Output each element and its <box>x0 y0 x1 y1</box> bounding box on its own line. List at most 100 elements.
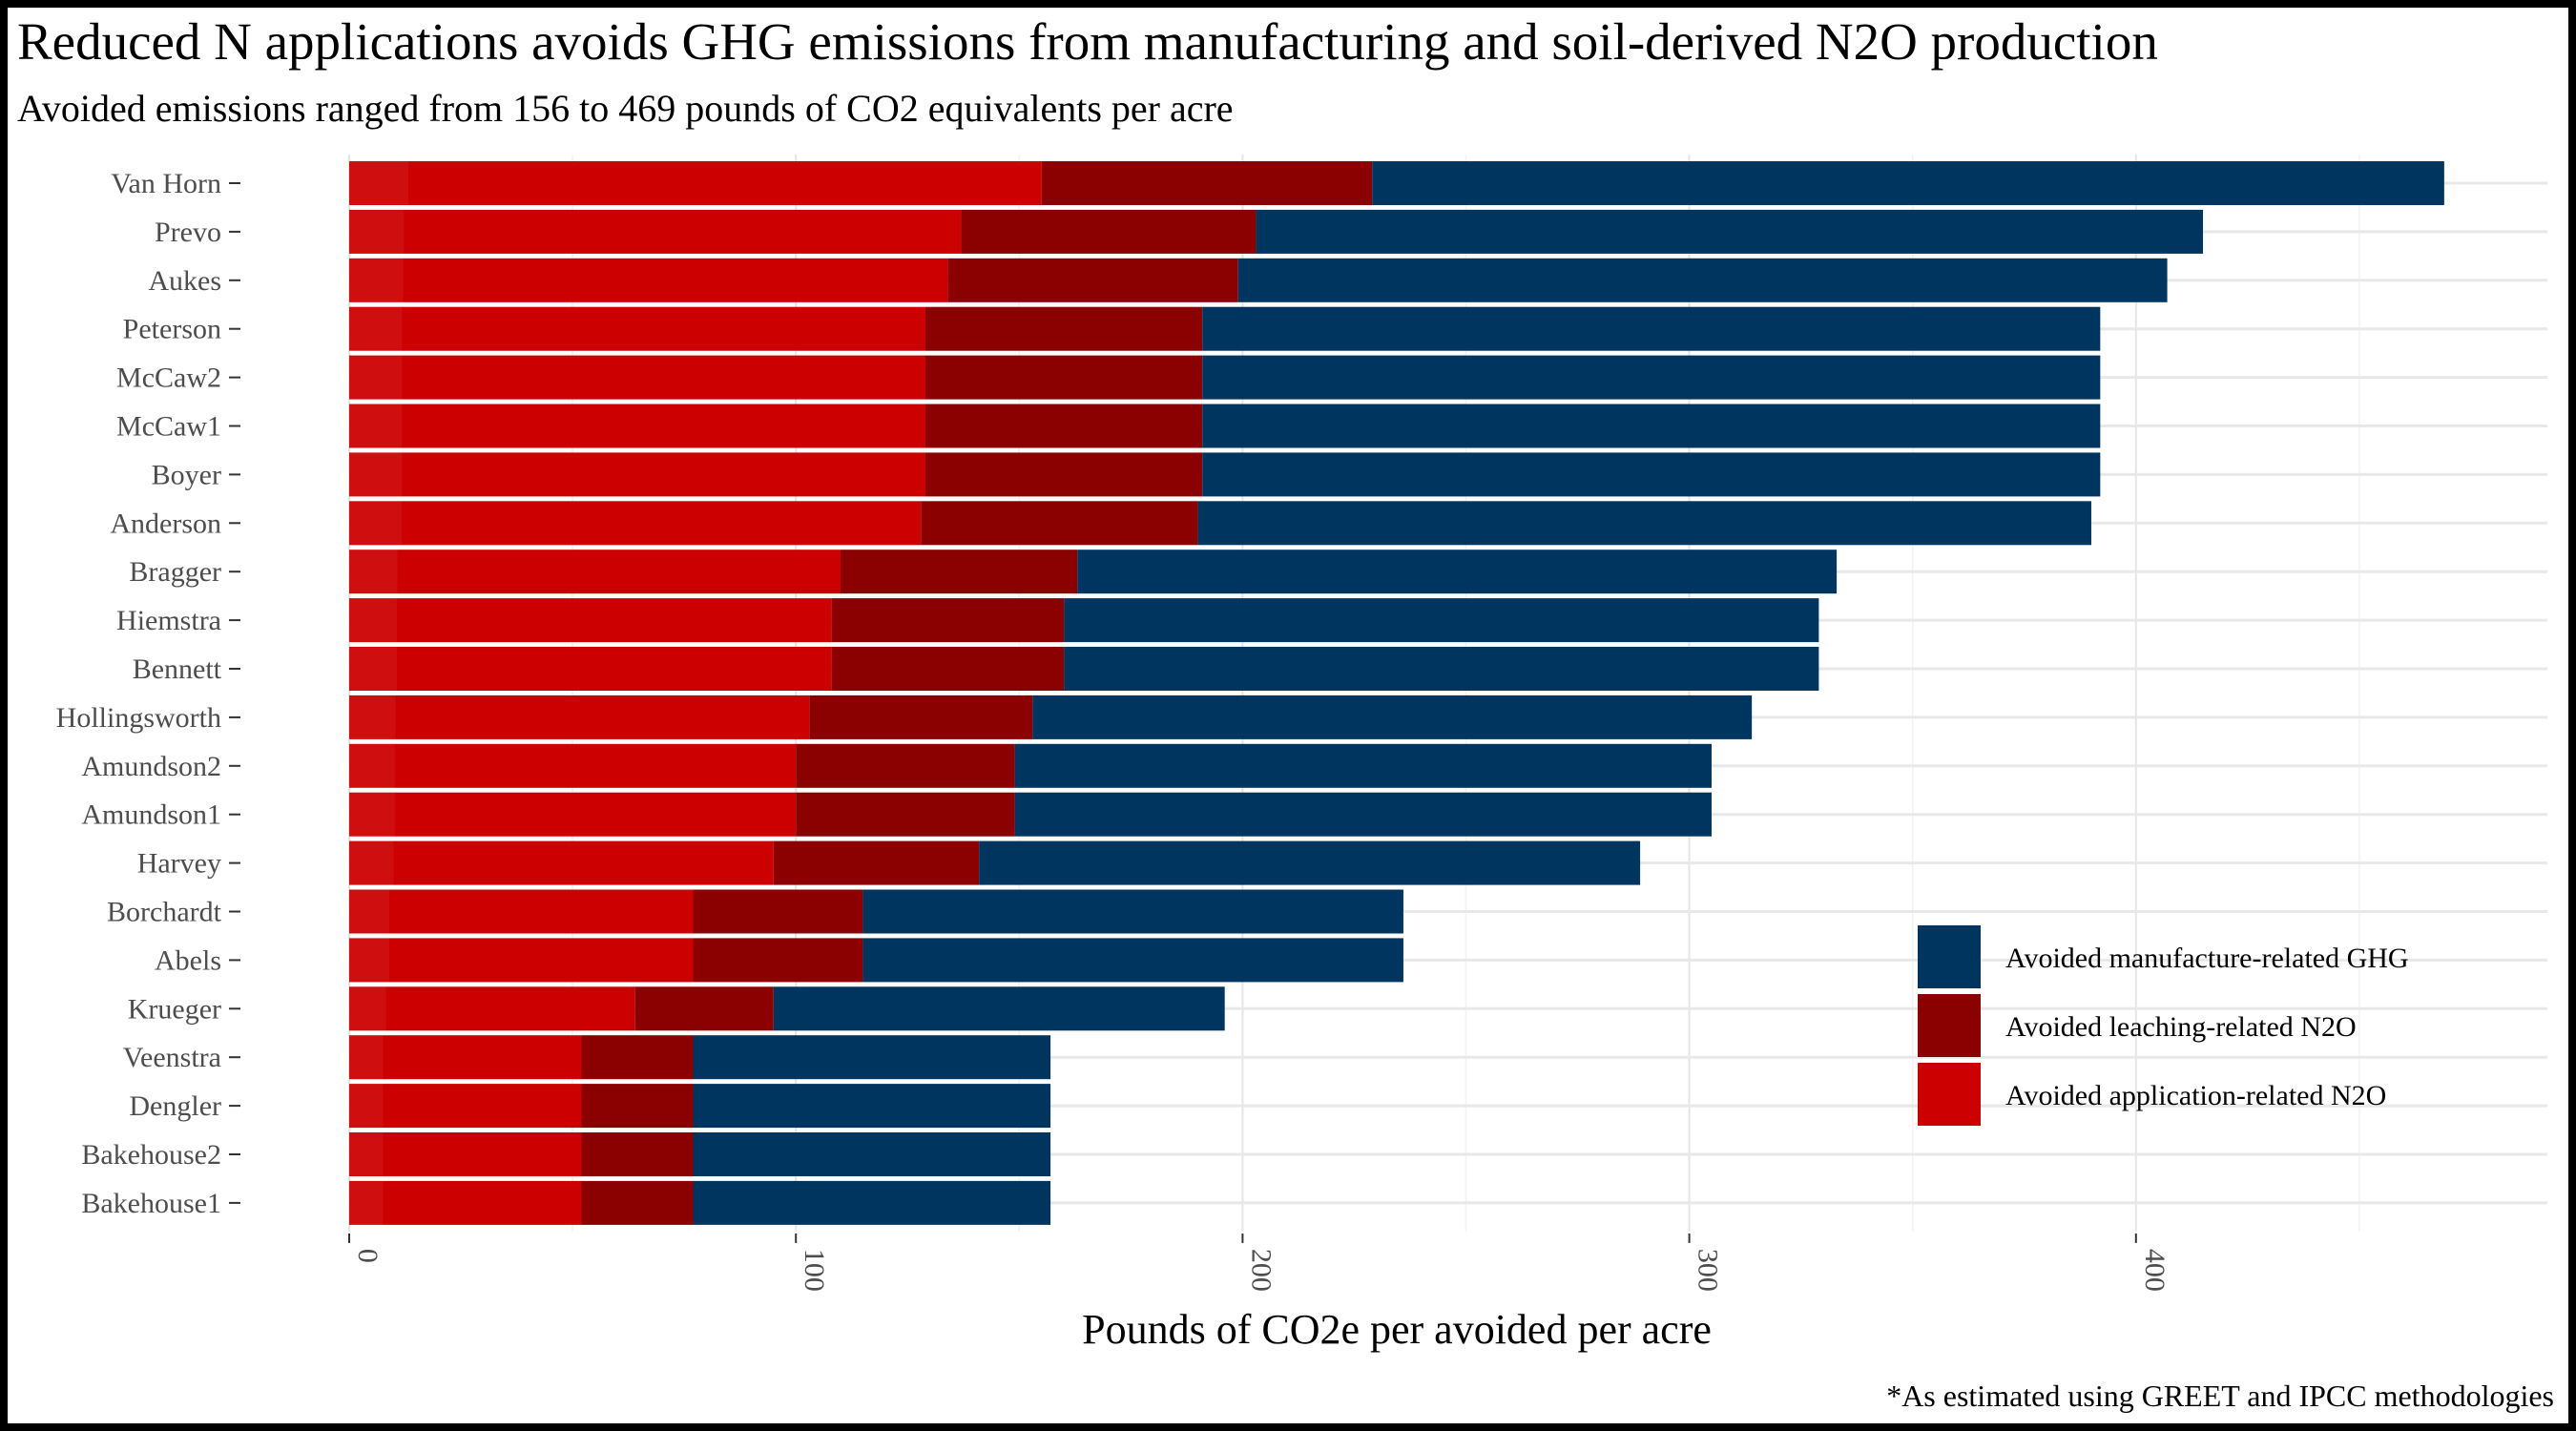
bar-highlight <box>349 1132 384 1176</box>
bar-segment <box>693 1084 1051 1129</box>
bar-segment <box>349 840 774 885</box>
bar-highlight <box>349 598 397 643</box>
bar-segment <box>1064 647 1819 691</box>
chart-subtitle: Avoided emissions ranged from 156 to 469… <box>17 87 1234 130</box>
y-tick-label: Peterson <box>123 314 221 345</box>
bar-segment <box>796 743 1015 788</box>
bar-segment <box>349 355 925 400</box>
bar-segment <box>809 695 1033 739</box>
bar-segment <box>693 1132 1051 1176</box>
bar-segment <box>1202 452 2101 497</box>
bar-segment <box>773 840 980 885</box>
bar-segment <box>1041 161 1373 205</box>
bar-highlight <box>349 452 403 497</box>
bar-segment <box>349 161 1042 205</box>
y-tick-label: Aukes <box>148 265 221 297</box>
bar-segment <box>1014 792 1713 837</box>
y-tick-label: Van Horn <box>111 168 221 199</box>
legend-label: Avoided leaching-related N2O <box>2005 1011 2357 1043</box>
bar-highlight <box>349 792 395 837</box>
bar-segment <box>773 986 1225 1031</box>
y-tick-label: Bragger <box>129 556 221 588</box>
x-tick-label: 100 <box>799 1249 830 1292</box>
y-tick-label: Harvey <box>137 848 221 880</box>
bar-segment <box>581 1180 694 1225</box>
bar-segment <box>831 647 1065 691</box>
y-tick-label: Abels <box>155 944 221 976</box>
bar-segment <box>693 1180 1051 1225</box>
bar-segment <box>1372 161 2444 205</box>
bar-highlight <box>349 1180 384 1225</box>
bar-segment <box>924 404 1203 448</box>
bar-segment <box>581 1132 694 1176</box>
bar-highlight <box>349 695 396 739</box>
x-tick-label: 0 <box>352 1249 384 1263</box>
bar-segment <box>349 695 810 739</box>
bar-segment <box>1202 306 2101 351</box>
bar-segment <box>581 1084 694 1129</box>
y-tick-label: Dengler <box>129 1090 221 1122</box>
bar-segment <box>947 258 1238 302</box>
bar-segment <box>349 792 797 837</box>
y-tick-label: McCaw2 <box>116 363 221 394</box>
y-tick-label: Hiemstra <box>116 605 221 636</box>
chart-caption: *As estimated using GREET and IPCC metho… <box>1886 1379 2554 1413</box>
bar-segment <box>693 938 863 983</box>
bar-highlight <box>349 404 403 448</box>
x-tick-label: 400 <box>2139 1249 2171 1292</box>
bar-highlight <box>349 889 389 934</box>
y-tick-label: Bakehouse1 <box>81 1188 221 1219</box>
bar-segment <box>862 889 1403 934</box>
bar-segment <box>349 986 635 1031</box>
bar-segment <box>349 404 925 448</box>
bar-segment <box>349 1132 582 1176</box>
y-tick-label: Boyer <box>152 459 221 490</box>
bar-segment <box>349 1180 582 1225</box>
y-tick-label: McCaw1 <box>116 411 221 443</box>
bar-highlight <box>349 986 386 1031</box>
bar-segment <box>349 889 694 934</box>
bar-segment <box>796 792 1015 837</box>
bar-segment <box>349 1035 582 1080</box>
y-tick-label: Anderson <box>110 508 221 539</box>
y-tick-label: Prevo <box>155 217 221 248</box>
bar-segment <box>1202 404 2101 448</box>
bar-segment <box>349 258 948 302</box>
bar-segment <box>349 550 841 594</box>
bar-segment <box>961 209 1257 254</box>
y-tick-label: Bennett <box>133 653 222 685</box>
bar-segment <box>349 209 962 254</box>
bar-segment <box>862 938 1403 983</box>
bar-segment <box>1197 501 2091 546</box>
bar-highlight <box>349 355 403 400</box>
y-tick-label: Veenstra <box>123 1042 221 1073</box>
bar-segment <box>841 550 1078 594</box>
bar-highlight <box>349 550 398 594</box>
bar-highlight <box>349 938 389 983</box>
bar-highlight <box>349 743 395 788</box>
chart-title: Reduced N applications avoids GHG emissi… <box>17 12 2158 71</box>
bar-segment <box>349 647 832 691</box>
bar-highlight <box>349 1084 384 1129</box>
y-tick-label: Hollingsworth <box>56 702 221 734</box>
y-tick-label: Borchardt <box>107 897 222 928</box>
bar-segment <box>349 452 925 497</box>
bar-segment <box>921 501 1198 546</box>
bar-highlight <box>349 258 404 302</box>
bar-segment <box>693 1035 1051 1080</box>
bar-segment <box>349 598 832 643</box>
bar-highlight <box>349 161 408 205</box>
bar-segment <box>349 501 922 546</box>
bar-segment <box>1032 695 1753 739</box>
bar-segment <box>1237 258 2168 302</box>
bar-segment <box>1256 209 2204 254</box>
x-tick-label: 300 <box>1693 1249 1724 1292</box>
legend-key <box>1918 994 1981 1057</box>
bar-segment <box>924 452 1203 497</box>
bar-highlight <box>349 840 394 885</box>
legend-key <box>1918 925 1981 988</box>
bar-segment <box>349 1084 582 1129</box>
bar-highlight <box>349 209 405 254</box>
bar-segment <box>349 743 797 788</box>
